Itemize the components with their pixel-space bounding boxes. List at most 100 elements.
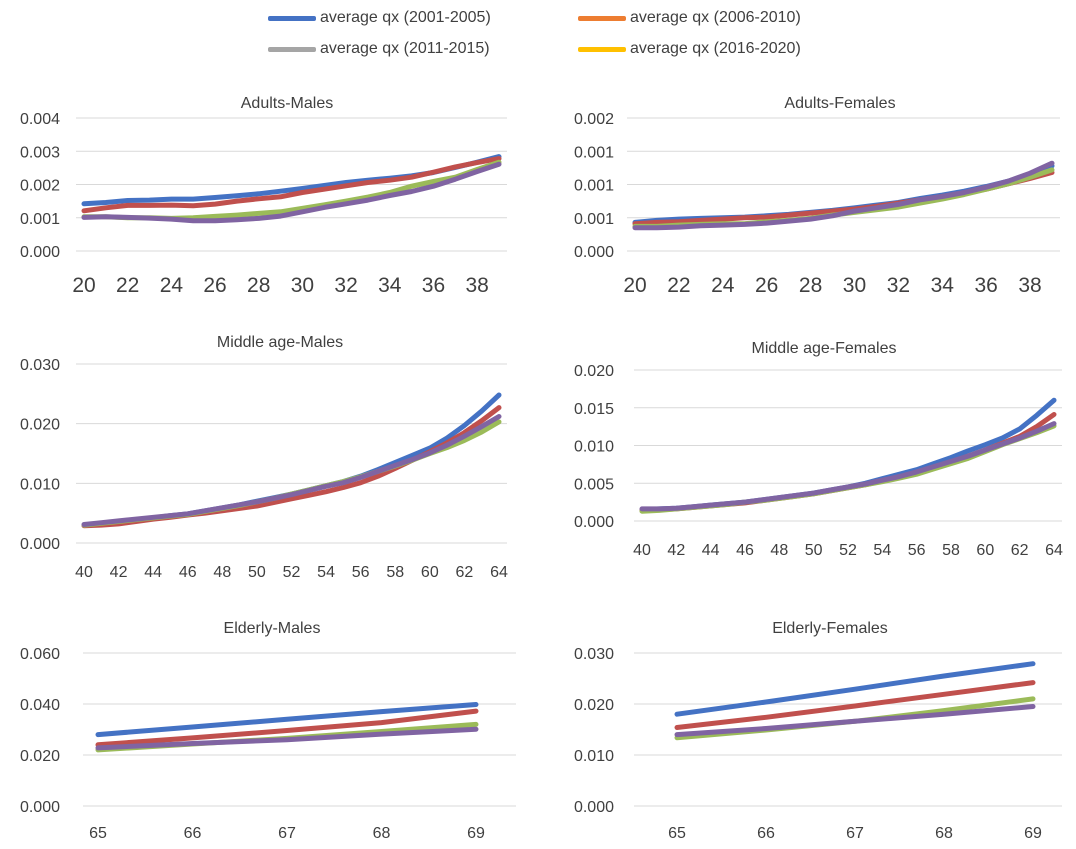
adults-females-x-tick-label: 38 — [1018, 274, 1041, 297]
adults-females-y-tick-label: 0.001 — [574, 144, 614, 161]
adults-females-y-tick-label: 0.001 — [574, 178, 614, 195]
adults-females-x-tick-label: 22 — [667, 274, 690, 297]
adults-males-x-tick-label: 30 — [291, 274, 314, 297]
legend-swatch — [578, 46, 626, 52]
elderly-females-series-line-4 — [674, 704, 1036, 738]
middle-age-females-x-tick-label: 46 — [736, 542, 754, 559]
elderly-males-y-tick-label: 0.000 — [20, 799, 60, 816]
adults-males-x-tick-label: 20 — [72, 274, 95, 297]
middle-age-males-y-tick-label: 0.030 — [20, 357, 60, 374]
adults-females-title: Adults-Females — [784, 95, 895, 112]
middle-age-males-y-tick-label: 0.000 — [20, 536, 60, 553]
elderly-males-x-tick-label: 67 — [278, 825, 296, 842]
legend-item-2001-2005: average qx (2001-2005) — [268, 9, 491, 27]
middle-age-females-x-tick-label: 48 — [770, 542, 788, 559]
adults-males-x-tick-label: 34 — [378, 274, 402, 297]
legend: average qx (2001-2005) average qx (2006-… — [0, 0, 1076, 70]
legend-item-2016-2020: average qx (2016-2020) — [578, 40, 801, 58]
middle-age-females-y-tick-label: 0.000 — [574, 514, 614, 531]
adults-males-x-tick-label: 26 — [203, 274, 226, 297]
adults-males-x-tick-label: 36 — [422, 274, 445, 297]
adults-females-x-tick-label: 32 — [887, 274, 910, 297]
elderly-males-y-tick-label: 0.040 — [20, 697, 60, 714]
elderly-males-series-line-2 — [95, 708, 479, 748]
elderly-males-series-line-4 — [95, 726, 479, 751]
middle-age-males-x-tick-label: 42 — [110, 564, 128, 581]
adults-males-y-tick-label: 0.001 — [20, 211, 60, 228]
adults-females-x-tick-label: 20 — [623, 274, 646, 297]
elderly-males-y-tick-label: 0.020 — [20, 748, 60, 765]
legend-label: average qx (2011-2015) — [320, 40, 490, 57]
elderly-males-x-tick-label: 68 — [373, 825, 391, 842]
middle-age-males-x-tick-label: 60 — [421, 564, 439, 581]
middle-age-females-y-tick-label: 0.020 — [574, 363, 614, 380]
middle-age-males-y-tick-label: 0.010 — [20, 476, 60, 493]
middle-age-males-x-tick-label: 64 — [490, 564, 508, 581]
adults-males-x-tick-label: 32 — [334, 274, 357, 297]
middle-age-males-x-tick-label: 58 — [386, 564, 404, 581]
middle-age-males-y-tick-label: 0.020 — [20, 417, 60, 434]
adults-males-y-tick-label: 0.002 — [20, 178, 60, 195]
adults-males-x-tick-label: 22 — [116, 274, 139, 297]
legend-label: average qx (2016-2020) — [630, 40, 801, 57]
adults-females-x-tick-label: 36 — [974, 274, 997, 297]
elderly-females-x-tick-label: 68 — [935, 825, 953, 842]
elderly-females-x-tick-label: 67 — [846, 825, 864, 842]
middle-age-males-x-tick-label: 50 — [248, 564, 266, 581]
middle-age-males-x-tick-label: 46 — [179, 564, 197, 581]
middle-age-females-x-tick-label: 44 — [702, 542, 720, 559]
adults-females-series-line-4 — [632, 160, 1055, 231]
elderly-females-title: Elderly-Females — [772, 620, 888, 637]
elderly-females-x-tick-label: 66 — [757, 825, 775, 842]
adults-males-series-line-4 — [81, 161, 502, 224]
elderly-females-y-tick-label: 0.030 — [574, 646, 614, 663]
middle-age-males-x-tick-label: 54 — [317, 564, 335, 581]
middle-age-females-title: Middle age-Females — [752, 340, 897, 357]
elderly-females-x-tick-label: 69 — [1024, 825, 1042, 842]
middle-age-males-x-tick-label: 62 — [456, 564, 474, 581]
adults-females-x-tick-label: 34 — [931, 274, 955, 297]
middle-age-females-x-tick-label: 60 — [976, 542, 994, 559]
adults-males-x-tick-label: 38 — [465, 274, 488, 297]
middle-age-males-x-tick-label: 56 — [352, 564, 370, 581]
legend-item-2006-2010: average qx (2006-2010) — [578, 9, 801, 27]
middle-age-males-x-tick-label: 40 — [75, 564, 93, 581]
elderly-males-x-tick-label: 65 — [89, 825, 107, 842]
middle-age-females-x-tick-label: 42 — [667, 542, 685, 559]
adults-females-y-tick-label: 0.000 — [574, 244, 614, 261]
middle-age-females-series-line-4 — [639, 421, 1057, 512]
adults-males-title: Adults-Males — [241, 95, 333, 112]
middle-age-females-y-tick-label: 0.015 — [574, 401, 614, 418]
legend-swatch — [268, 46, 316, 52]
middle-age-females-x-tick-label: 58 — [942, 542, 960, 559]
adults-males-y-tick-label: 0.000 — [20, 244, 60, 261]
middle-age-females-x-tick-label: 54 — [873, 542, 891, 559]
elderly-males-title: Elderly-Males — [224, 620, 321, 637]
legend-label: average qx (2006-2010) — [630, 9, 801, 26]
legend-label: average qx (2001-2005) — [320, 9, 491, 26]
adults-males-y-tick-label: 0.003 — [20, 144, 60, 161]
middle-age-males-series-line-4 — [81, 414, 502, 527]
elderly-females-x-tick-label: 65 — [668, 825, 686, 842]
elderly-males-series-line-1 — [95, 702, 479, 738]
elderly-females-series-line-2 — [674, 680, 1036, 730]
adults-females-x-tick-label: 24 — [711, 274, 735, 297]
middle-age-females-y-tick-label: 0.010 — [574, 439, 614, 456]
middle-age-females-x-tick-label: 52 — [839, 542, 857, 559]
adults-females-x-tick-label: 28 — [799, 274, 822, 297]
legend-swatch — [268, 15, 316, 21]
elderly-females-y-tick-label: 0.000 — [574, 799, 614, 816]
adults-males-series-line-2 — [81, 156, 502, 214]
adults-males-x-tick-label: 28 — [247, 274, 270, 297]
middle-age-females-x-tick-label: 64 — [1045, 542, 1063, 559]
adults-males-x-tick-label: 24 — [160, 274, 184, 297]
